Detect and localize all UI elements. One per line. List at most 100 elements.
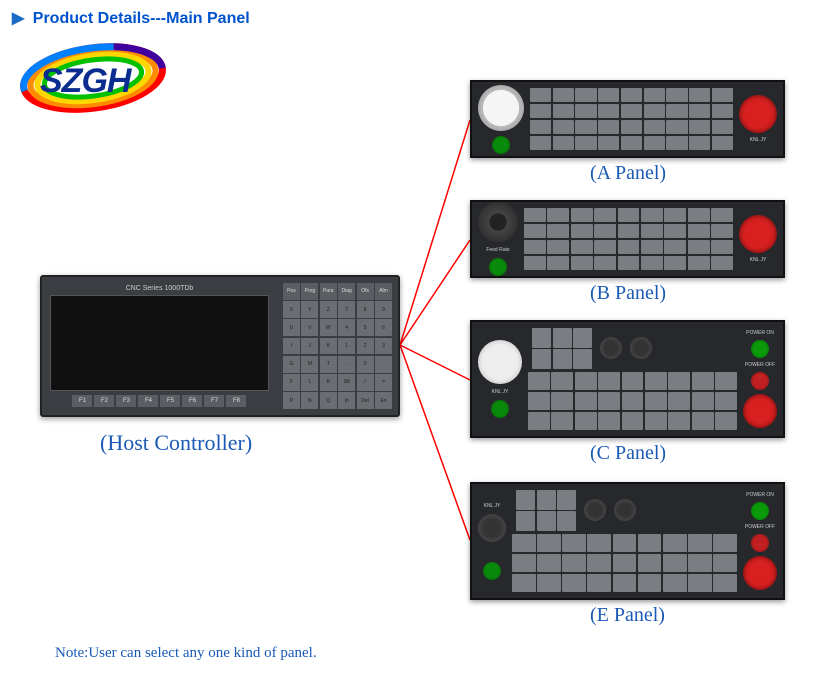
panel-key <box>713 534 737 552</box>
host-key: In <box>338 392 355 409</box>
host-keypad: PosProgParaDiagOfsAlmXYZ789UVW456IJK123G… <box>283 283 392 409</box>
panel-key <box>664 224 686 238</box>
panel-key <box>689 136 710 150</box>
panel-key <box>575 412 597 430</box>
host-fkey: F5 <box>160 395 180 407</box>
host-screen <box>50 295 269 391</box>
host-key: Diag <box>338 283 355 300</box>
panel-key <box>553 136 574 150</box>
panel-a-dial <box>478 85 524 131</box>
panel-key <box>594 240 616 254</box>
footnote: Note:User can select any one kind of pan… <box>55 645 317 662</box>
panel-key <box>688 240 710 254</box>
panel-key <box>594 256 616 270</box>
host-key: R <box>320 374 337 391</box>
panel-key <box>516 490 535 510</box>
host-key: Y <box>301 301 318 318</box>
panel-key <box>688 554 712 572</box>
panel-key <box>645 412 667 430</box>
panel-key <box>622 372 644 390</box>
panel-key <box>641 224 663 238</box>
header-arrow-icon: ▶ <box>12 10 24 27</box>
panel-key <box>575 392 597 410</box>
panel-key <box>528 392 550 410</box>
panel-e-pwr-off-label: POWER OFF <box>745 524 775 530</box>
panel-c-power-off-button <box>751 372 769 390</box>
panel-key <box>692 372 714 390</box>
panel-key <box>613 554 637 572</box>
host-key: 5 <box>357 319 374 336</box>
panel-e-top-keys <box>516 490 576 531</box>
panel-key <box>712 88 733 102</box>
panel-key <box>618 240 640 254</box>
panel-key <box>598 104 619 118</box>
szgh-logo: SZGH <box>18 36 168 121</box>
panel-key <box>644 136 665 150</box>
panel-key <box>618 208 640 222</box>
panel-c-pwr-on-label: POWER ON <box>746 330 774 336</box>
panel-key <box>562 574 586 592</box>
panel-c-top-keys <box>532 328 592 369</box>
panel-key <box>537 554 561 572</box>
panel-key <box>668 412 690 430</box>
panel-key <box>575 372 597 390</box>
panel-c-wheel-label: KNL JY <box>492 389 509 395</box>
panel-b-dial <box>478 202 518 242</box>
panel-key <box>598 392 620 410</box>
panel-a-estop <box>739 95 777 133</box>
host-key: Alm <box>375 283 392 300</box>
panel-key <box>618 256 640 270</box>
panel-key <box>641 256 663 270</box>
host-fkey: F6 <box>182 395 202 407</box>
panel-key <box>712 136 733 150</box>
host-key: / <box>357 374 374 391</box>
panel-key <box>557 511 576 531</box>
panel-key <box>715 392 737 410</box>
panel-key <box>547 240 569 254</box>
panel-key <box>530 120 551 134</box>
host-key: 2 <box>357 338 374 355</box>
panel-key <box>573 328 592 348</box>
panel-key <box>557 490 576 510</box>
header-title: ▶ Product Details---Main Panel <box>0 0 828 36</box>
host-key: F <box>283 374 300 391</box>
panel-key <box>711 256 733 270</box>
panel-key <box>571 224 593 238</box>
panel-key <box>598 412 620 430</box>
host-key: T <box>320 356 337 373</box>
host-fkey: F4 <box>138 395 158 407</box>
panel-key <box>575 104 596 118</box>
host-key: M <box>301 356 318 373</box>
panel-key <box>644 88 665 102</box>
panel-c-power-on-button <box>751 340 769 358</box>
host-fkey: F2 <box>94 395 114 407</box>
panel-key <box>641 240 663 254</box>
panel-key <box>587 534 611 552</box>
host-key: 6 <box>375 319 392 336</box>
panel-key <box>512 574 536 592</box>
host-key: 3 <box>375 338 392 355</box>
panel-b-knob-label: KNL JY <box>750 257 767 263</box>
panel-key <box>664 240 686 254</box>
panel-c-pwr-off-label: POWER OFF <box>745 362 775 368</box>
panel-b-feed-label: Feed Rate <box>486 247 509 253</box>
panel-key <box>622 392 644 410</box>
host-key: J <box>301 338 318 355</box>
host-key: 8 <box>357 301 374 318</box>
panel-key <box>571 208 593 222</box>
panel-key <box>664 256 686 270</box>
panel-c-handwheel <box>478 340 522 384</box>
panel-key <box>537 534 561 552</box>
host-key: Sft <box>338 374 355 391</box>
host-fkey: F3 <box>116 395 136 407</box>
host-key: 0 <box>357 356 374 373</box>
panel-e-knob-label: KNL JY <box>484 503 501 509</box>
host-key: L <box>301 374 318 391</box>
panel-key <box>688 208 710 222</box>
panel-key <box>666 120 687 134</box>
panel-e-green-button <box>483 562 501 580</box>
host-key: I <box>283 338 300 355</box>
panel-key <box>692 412 714 430</box>
panel-c-keypad <box>528 372 737 430</box>
panel-key <box>641 208 663 222</box>
